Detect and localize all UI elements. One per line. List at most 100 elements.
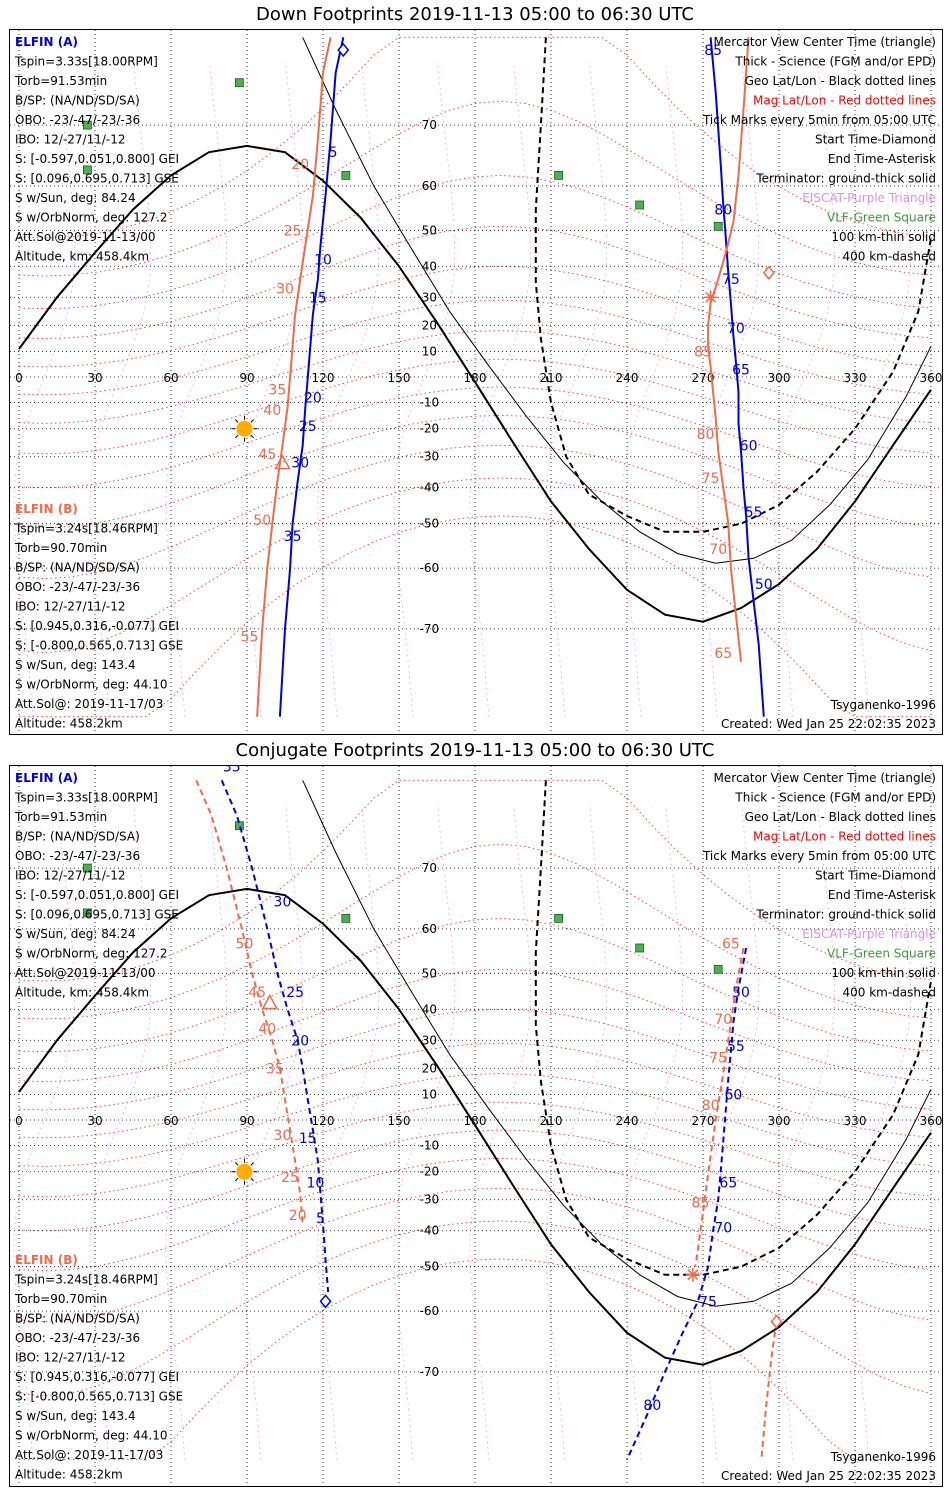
- legend-entry: Start Time-Diamond: [815, 133, 936, 147]
- legend-entry: Terminator: ground-thick solid: [755, 908, 936, 922]
- elfin-a-tick-label: 30: [274, 894, 292, 910]
- x-tick-label: 60: [163, 1114, 178, 1128]
- elfin-b-tick-label: 65: [714, 646, 732, 662]
- elfin_a-name: ELFIN (A): [15, 771, 78, 785]
- legend-entry: Terminator: ground-thick solid: [755, 172, 936, 186]
- elfin-b-tick-label: 50: [236, 936, 254, 952]
- y-tick-label: -40: [420, 1224, 440, 1238]
- legend-entry: Mag Lat/Lon - Red dotted lines: [753, 94, 936, 108]
- elfin_b-info-line: IBO: 12/-27/11/-12: [15, 1351, 126, 1365]
- elfin_b-info-line: S w/Sun, deg: 143.4: [15, 1409, 136, 1423]
- elfin_b-info-line: S: [0.945,0.316,-0.077] GEI: [15, 1370, 179, 1384]
- vlf-station-marker: [83, 165, 92, 175]
- mag-lon-line: [393, 61, 456, 717]
- elfin-b-tick-label: 65: [722, 936, 740, 952]
- end-asterisk-stroke: [687, 1269, 699, 1281]
- legend-entry: VLF-Green Square: [827, 947, 936, 961]
- mag-lat-line: [18, 225, 932, 340]
- mag-lon-line: [849, 61, 912, 717]
- elfin-a-tick-label: 60: [724, 1088, 742, 1104]
- legend-entry: Tick Marks every 5min from 05:00 UTC: [702, 849, 936, 863]
- elfin_a-info-line: S w/Sun, deg: 84.24: [15, 191, 136, 205]
- legend-entry: End Time-Asterisk: [828, 152, 936, 166]
- model-name: Tsyganenko-1996: [830, 1450, 936, 1464]
- elfin-a-tick-label: 30: [291, 456, 309, 472]
- elfin_b-info-line: S w/OrbNorm, deg: 44.10: [15, 678, 167, 692]
- y-tick-label: 10: [422, 345, 437, 359]
- elfin-a-tick-label: 65: [732, 362, 750, 378]
- elfin-a-tick-label: 85: [704, 43, 722, 59]
- mag-lon-line: [849, 804, 912, 1460]
- y-tick-label: -20: [420, 1165, 440, 1179]
- elfin-b-tick-label: 85: [694, 345, 712, 361]
- start-diamond: [762, 265, 775, 280]
- x-tick-label: 90: [239, 371, 254, 385]
- down-footprints-map: 0 30 60 90 120 150 180 210 240 270 300 330 360706050…: [10, 30, 942, 734]
- legend-entry: Thick - Science (FGM and/or EPD): [734, 791, 936, 805]
- legend-entry: 100 km-thin solid: [831, 966, 936, 980]
- x-tick-label: 330: [844, 1114, 867, 1128]
- elfin-a-tick-label: 10: [306, 1176, 324, 1192]
- vlf-station-marker: [554, 913, 563, 923]
- legend-entry: Mercator View Center Time (triangle): [714, 35, 936, 49]
- x-tick-label: 90: [239, 1114, 254, 1128]
- elfin-a-tick-label: 75: [699, 1294, 717, 1310]
- x-tick-label: 300: [768, 1114, 791, 1128]
- legend-entry: 100 km-thin solid: [831, 230, 936, 244]
- vlf-station-marker: [234, 78, 244, 88]
- y-tick-label: -70: [420, 1365, 440, 1379]
- vlf-station-marker: [83, 120, 92, 130]
- conjugate-footprints-map: 0 30 60 90 120 150 180 210 240 270 300 330 360706050…: [10, 766, 942, 1486]
- mag-lon-line: [773, 61, 836, 717]
- elfin_a-info-line: Tspin=3.33s[18.00RPM]: [14, 791, 158, 805]
- elfin_b-info-line: Torb=90.70min: [14, 541, 107, 555]
- elfin_a-info-line: IBO: 12/-27/11/-12: [15, 869, 126, 883]
- elfin_a-info-line: Att.Sol@2019-11-13/00: [15, 966, 156, 980]
- elfin_b-info-line: S: [-0.800,0.565,0.713] GSE: [15, 639, 183, 653]
- legend-entry: EISCAT-Purple Triangle: [802, 927, 936, 941]
- mag-lon-line: [773, 804, 836, 1460]
- mag-lon-line: [317, 61, 380, 717]
- sun-ray: [234, 434, 239, 439]
- x-tick-label: 150: [388, 371, 411, 385]
- y-tick-label: -70: [420, 622, 440, 636]
- mag-lon-line: [13, 61, 76, 717]
- x-tick-label: 360: [920, 1114, 942, 1128]
- y-tick-label: 20: [422, 1061, 437, 1075]
- mag-lon-line: [317, 804, 380, 1460]
- elfin_a-info-line: Torb=91.53min: [14, 74, 107, 88]
- elfin-a-tick-label: 15: [309, 290, 327, 306]
- elfin-b-tick-label: 45: [258, 447, 276, 463]
- vlf-station-marker: [713, 964, 723, 974]
- elfin_b-info-line: OBO: -23/-47/-23/-36: [15, 580, 140, 594]
- x-tick-label: 240: [616, 1114, 639, 1128]
- terminator-ground: [18, 887, 932, 1366]
- y-tick-label: 40: [422, 1002, 437, 1016]
- mag-lat-line: [18, 358, 932, 455]
- y-tick-label: -20: [420, 422, 440, 436]
- elfin-b-tick-label: 80: [697, 427, 715, 443]
- mag-lat-line: [18, 386, 932, 489]
- mag-lon-line: [89, 804, 152, 1460]
- sun-ray: [250, 419, 255, 423]
- mag-lon-line: [13, 804, 76, 1460]
- mag-lon-line: [165, 804, 228, 1460]
- elfin-a-tick-label: 80: [714, 202, 732, 218]
- elfin_a-info-line: S: [-0.597,0.051,0.800] GEI: [15, 888, 179, 902]
- x-tick-label: 270: [692, 371, 715, 385]
- x-tick-label: 0: [15, 371, 23, 385]
- terminator-400-km: [534, 37, 932, 533]
- elfin-b-tick-label: 75: [702, 471, 720, 487]
- elfin-b-tick-label: 35: [268, 383, 286, 399]
- model-name: Tsyganenko-1996: [830, 698, 936, 712]
- elfin_b-info-line: IBO: 12/-27/11/-12: [15, 600, 126, 614]
- elfin-a-tick-label: 70: [727, 321, 745, 337]
- sun-ray: [234, 1177, 239, 1182]
- x-tick-label: 120: [312, 1114, 335, 1128]
- elfin-b-tick-label: 20: [289, 1208, 307, 1224]
- start-diamond: [770, 1314, 783, 1329]
- y-tick-label: -30: [420, 1193, 440, 1207]
- y-tick-label: 30: [422, 1033, 437, 1047]
- mag-lat-line: [18, 1073, 932, 1167]
- panel-title-conjugate: Conjugate Footprints 2019-11-13 05:00 to…: [235, 740, 715, 761]
